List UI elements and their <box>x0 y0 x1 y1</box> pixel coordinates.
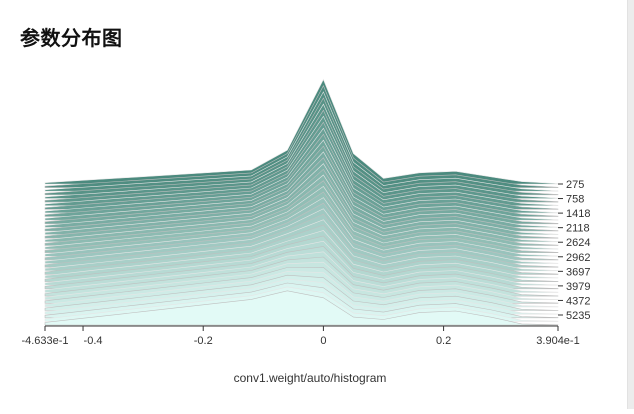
step-label: 2118 <box>566 223 590 235</box>
chart-caption: conv1.weight/auto/histogram <box>233 371 387 385</box>
step-label: 275 <box>566 179 584 191</box>
x-tick-label: -0.2 <box>194 335 213 347</box>
step-label: 2624 <box>566 237 590 249</box>
x-tick-label: 3.904e-1 <box>536 335 579 347</box>
step-label: 3979 <box>566 281 590 293</box>
x-tick-label: 0.2 <box>436 335 451 347</box>
step-label: 5235 <box>566 310 590 322</box>
x-tick-label: -0.4 <box>84 335 103 347</box>
step-label: 1418 <box>566 208 590 220</box>
step-label: 758 <box>566 194 584 206</box>
step-label: 4372 <box>566 295 590 307</box>
page-title: 参数分布图 <box>20 26 123 50</box>
x-tick-label: 0 <box>320 335 326 347</box>
ridge-series <box>44 290 559 326</box>
step-label: 2962 <box>566 252 590 264</box>
step-label: 3697 <box>566 266 590 278</box>
x-tick-label: -4.633e-1 <box>21 335 68 347</box>
scrollbar-track[interactable] <box>627 0 634 409</box>
